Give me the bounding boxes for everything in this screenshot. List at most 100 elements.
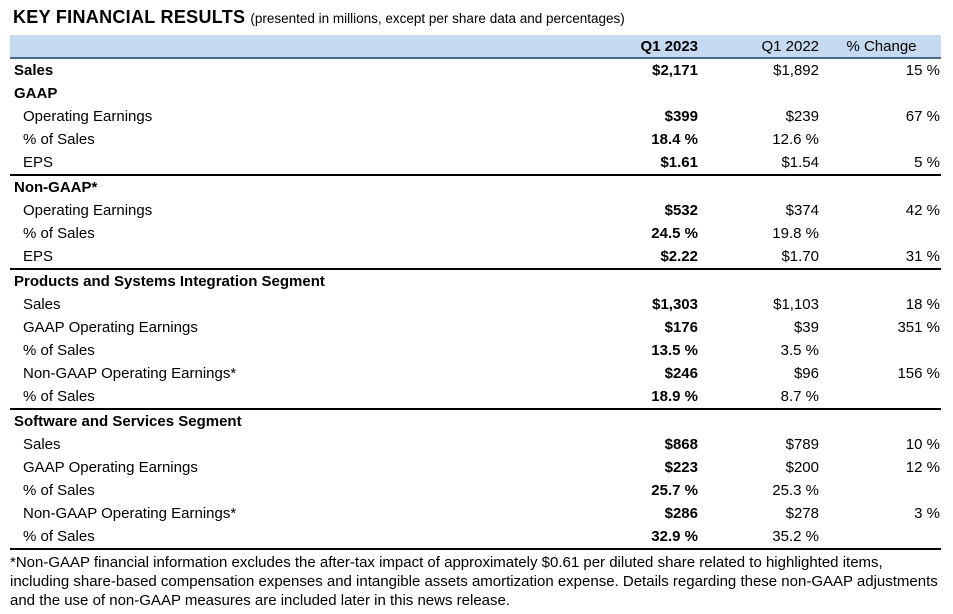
table-header-row: Q1 2023 Q1 2022 % Change — [10, 35, 941, 59]
value-q1-2022 — [700, 409, 822, 433]
footnote-line: and the use of non-GAAP measures are inc… — [10, 592, 511, 609]
value-q1-2022: $374 — [785, 202, 819, 219]
table-row: Operating Earnings $399 $239 67 % — [10, 105, 941, 128]
value-pct-change: 15 % — [905, 62, 940, 79]
value-pct-change: 10 % — [905, 436, 940, 453]
value-q1-2023: $223 — [664, 459, 698, 476]
value-q1-2023: 18.4 % — [651, 131, 698, 148]
value-q1-2023: 24.5 % — [651, 225, 698, 242]
value-q1-2022: 35.2 % — [700, 525, 822, 550]
column-header-q1-2022: Q1 2022 — [700, 35, 822, 59]
value-q1-2022 — [700, 175, 822, 199]
value-q1-2022: $278 — [785, 505, 819, 522]
column-header-pct-change: % Change — [822, 35, 941, 59]
row-label: Non-GAAP Operating Earnings* — [23, 365, 237, 382]
value-pct-change — [822, 269, 941, 293]
column-header-q1-2023: Q1 2023 — [575, 35, 700, 59]
table-row: Non-GAAP* — [10, 175, 941, 199]
value-pct-change: 67 % — [905, 108, 940, 125]
row-label: Non-GAAP Operating Earnings* — [23, 505, 237, 522]
value-q1-2023: $2,171 — [652, 62, 698, 79]
table-row: EPS $2.22 $1.70 31 % — [10, 245, 941, 270]
value-q1-2023 — [575, 269, 700, 293]
key-financial-results-table: Q1 2023 Q1 2022 % Change Sales $2,171 $1,8… — [10, 35, 941, 550]
value-q1-2022: $200 — [785, 459, 819, 476]
value-pct-change — [822, 525, 941, 550]
row-label: GAAP Operating Earnings — [23, 459, 198, 476]
column-header-blank — [10, 35, 575, 59]
table-row: EPS $1.61 $1.54 5 % — [10, 151, 941, 176]
value-q1-2023 — [575, 409, 700, 433]
value-q1-2022: $1.70 — [700, 245, 822, 270]
row-label: % of Sales — [10, 385, 575, 410]
table-row: % of Sales 32.9 % 35.2 % — [10, 525, 941, 550]
table-row: % of Sales 18.4 % 12.6 % — [10, 128, 941, 151]
value-q1-2022: $1,892 — [773, 62, 819, 79]
table-row: Sales $868 $789 10 % — [10, 433, 941, 456]
value-q1-2022: 25.3 % — [772, 482, 819, 499]
table-row: % of Sales 24.5 % 19.8 % — [10, 222, 941, 245]
value-pct-change: 12 % — [905, 459, 940, 476]
table-row: GAAP Operating Earnings $223 $200 12 % — [10, 456, 941, 479]
value-q1-2022: $789 — [785, 436, 819, 453]
table-row: GAAP Operating Earnings $176 $39 351 % — [10, 316, 941, 339]
value-q1-2023: 18.9 % — [575, 385, 700, 410]
value-pct-change — [822, 479, 941, 502]
value-q1-2023 — [575, 82, 700, 105]
row-label: Operating Earnings — [23, 108, 153, 125]
row-label: EPS — [10, 151, 575, 176]
value-q1-2022: 19.8 % — [772, 225, 819, 242]
table-row: % of Sales 18.9 % 8.7 % — [10, 385, 941, 410]
value-q1-2023: $868 — [664, 436, 698, 453]
row-label: EPS — [10, 245, 575, 270]
table-row: Sales $1,303 $1,103 18 % — [10, 293, 941, 316]
table-row: Sales $2,171 $1,892 15 % — [10, 58, 941, 82]
row-label: GAAP Operating Earnings — [23, 319, 198, 336]
value-q1-2023: $176 — [664, 319, 698, 336]
value-pct-change: 18 % — [905, 296, 940, 313]
value-q1-2022: $1.54 — [700, 151, 822, 176]
row-label: Sales — [14, 62, 54, 79]
value-q1-2022: 8.7 % — [700, 385, 822, 410]
value-q1-2022 — [700, 82, 822, 105]
value-pct-change — [822, 82, 941, 105]
row-label: % of Sales — [23, 131, 95, 148]
table-row: Non-GAAP Operating Earnings* $246 $96 156 % — [10, 362, 941, 385]
value-q1-2023: 25.7 % — [651, 482, 698, 499]
value-q1-2022: 12.6 % — [772, 131, 819, 148]
row-label: Software and Services Segment — [14, 413, 242, 430]
value-q1-2023 — [575, 175, 700, 199]
value-pct-change — [822, 385, 941, 410]
table-row: Operating Earnings $532 $374 42 % — [10, 199, 941, 222]
value-pct-change — [822, 128, 941, 151]
value-q1-2023: $286 — [664, 505, 698, 522]
footnote-line: *Non-GAAP financial information excludes… — [10, 554, 883, 571]
row-label: % of Sales — [23, 482, 95, 499]
value-pct-change: 31 % — [822, 245, 941, 270]
value-q1-2022: 3.5 % — [780, 342, 819, 359]
table-row: Software and Services Segment — [10, 409, 941, 433]
value-pct-change: 5 % — [822, 151, 941, 176]
table-row: Non-GAAP Operating Earnings* $286 $278 3 % — [10, 502, 941, 525]
row-label: Sales — [23, 296, 61, 313]
row-label: Non-GAAP* — [14, 179, 98, 196]
value-q1-2023: $532 — [664, 202, 698, 219]
table-row: % of Sales 25.7 % 25.3 % — [10, 479, 941, 502]
value-pct-change: 42 % — [905, 202, 940, 219]
row-label: GAAP — [14, 85, 58, 102]
value-q1-2023: $1,303 — [652, 296, 698, 313]
row-label: Operating Earnings — [23, 202, 153, 219]
value-q1-2023: $246 — [664, 365, 698, 382]
value-q1-2022 — [700, 269, 822, 293]
row-label: % of Sales — [23, 342, 95, 359]
footnote-line: including share-based compensation expen… — [10, 573, 938, 590]
row-label: Sales — [23, 436, 61, 453]
value-q1-2022: $239 — [785, 108, 819, 125]
page-title: KEY FINANCIAL RESULTS (presented in milli… — [13, 7, 953, 28]
row-label: % of Sales — [23, 225, 95, 242]
table-row: GAAP — [10, 82, 941, 105]
value-pct-change: 156 % — [897, 365, 940, 382]
value-q1-2022: $96 — [793, 365, 819, 382]
value-q1-2023: $1.61 — [575, 151, 700, 176]
row-label: Products and Systems Integration Segment — [14, 273, 325, 290]
